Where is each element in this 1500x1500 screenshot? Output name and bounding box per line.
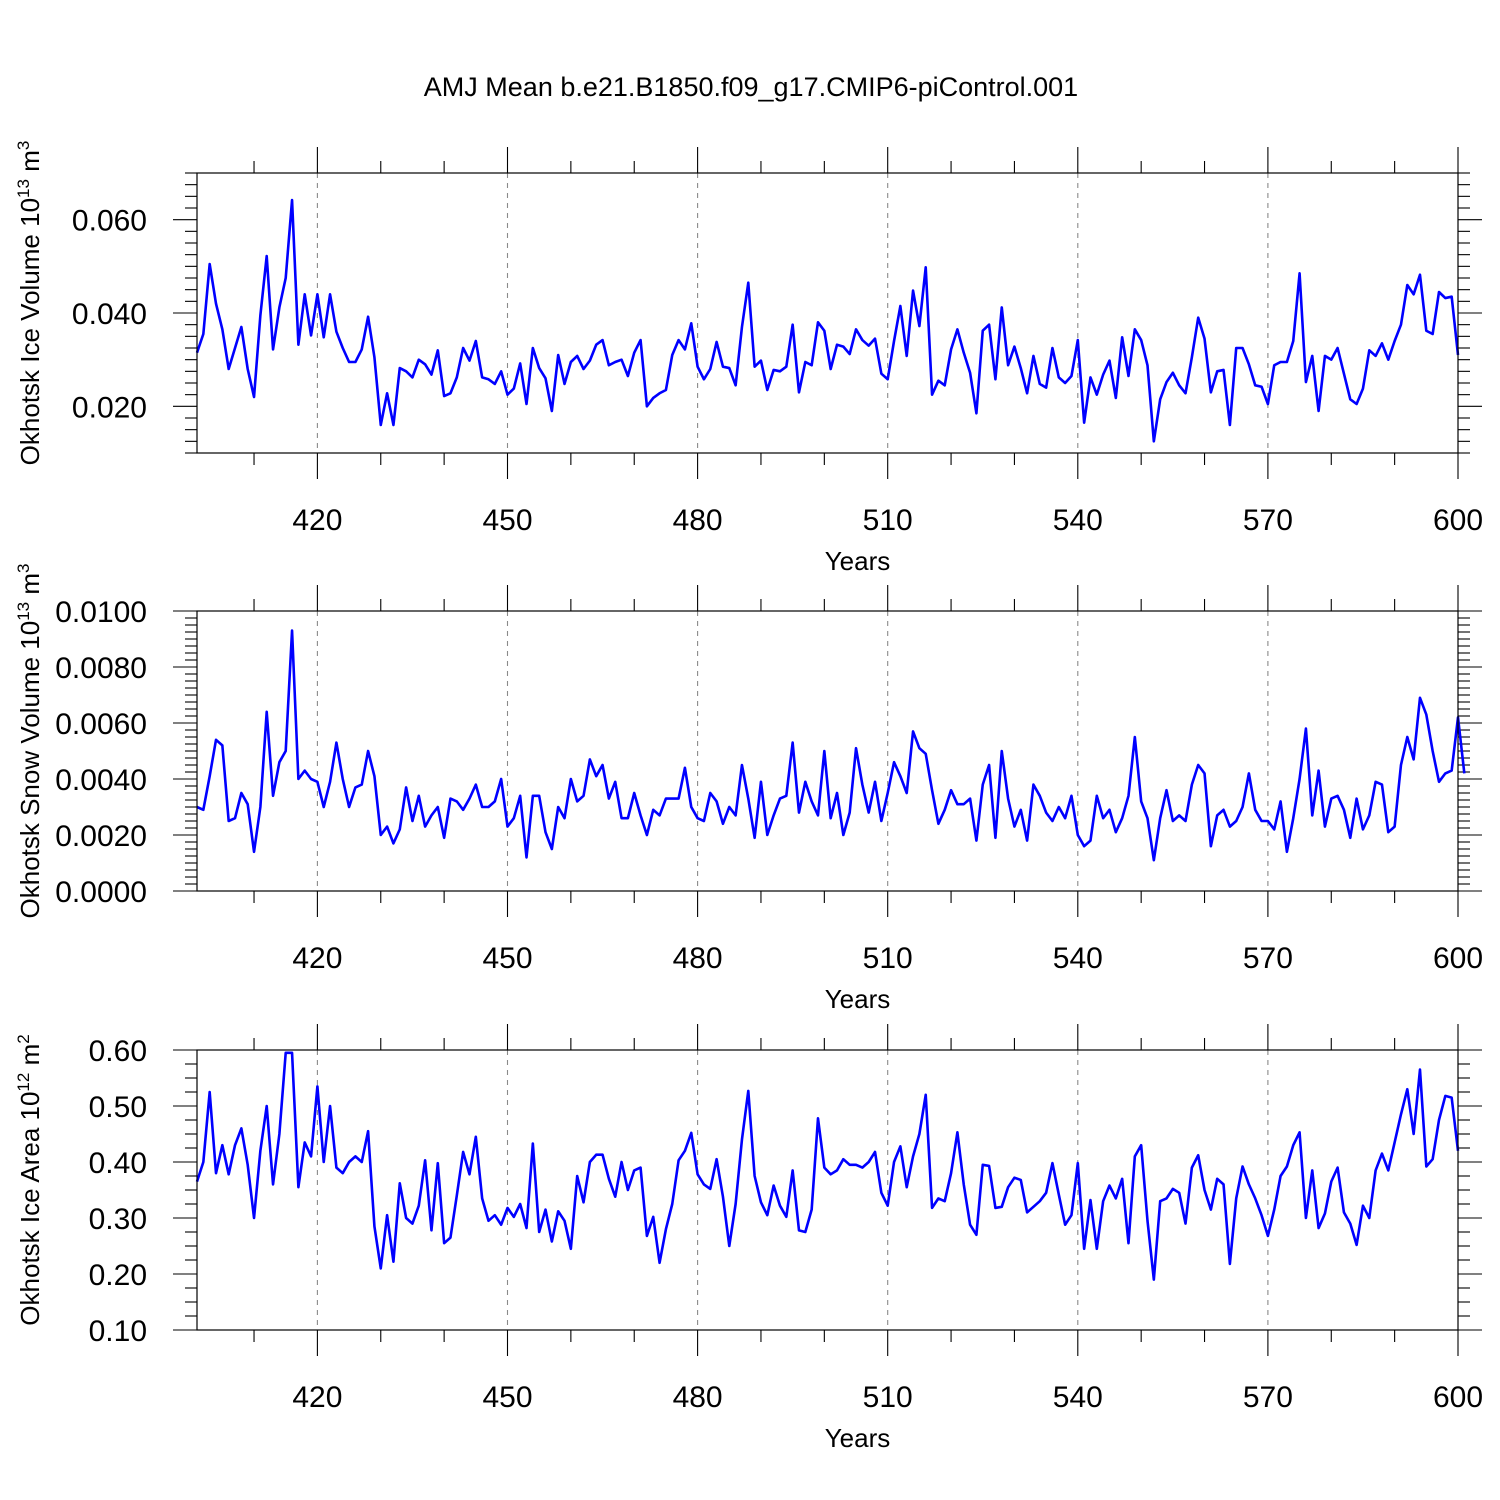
ice-area-xtick-label: 510	[863, 1381, 913, 1414]
ice-area-xtick-label: 570	[1243, 1381, 1293, 1414]
snow-volume-xtick-label: 600	[1433, 942, 1483, 975]
ice-area-xtick-label: 480	[673, 1381, 723, 1414]
snow-volume-ytick-label: 0.0040	[55, 764, 147, 797]
ice-area-ytick-label: 0.40	[89, 1147, 147, 1180]
snow-volume-xtick-label: 540	[1053, 942, 1103, 975]
ice-area-ytick-label: 0.60	[89, 1035, 147, 1068]
ice-area-ytick-label: 0.10	[89, 1315, 147, 1348]
snow-volume-xtick-label: 450	[482, 942, 532, 975]
snow-volume-ytick-label: 0.0000	[55, 876, 147, 909]
ice-area-panel: 420 450 480 510 540 570 600 0.10 0.20 0.30 0.40 0.5…	[14, 1024, 1483, 1453]
ice-area-xlabel: Years	[825, 1423, 891, 1453]
snow-volume-xtick-label: 420	[292, 942, 342, 975]
ice-volume-xtick-label: 600	[1433, 504, 1483, 537]
ice-area-plot-frame	[196, 1049, 1459, 1331]
ice-area-xtick-label: 420	[292, 1381, 342, 1414]
ice-area-xtick-label: 450	[482, 1381, 532, 1414]
snow-volume-ytick-label: 0.0080	[55, 652, 147, 685]
snow-volume-ytick-label: 0.0020	[55, 820, 147, 853]
ice-area-xtick-label: 600	[1433, 1381, 1483, 1414]
ice-volume-xtick-label: 540	[1053, 504, 1103, 537]
ice-volume-panel: 420 450 480 510 540 570 600 0.020 0.040 0.060 Year…	[14, 141, 1483, 576]
snow-volume-plot-frame	[196, 610, 1459, 892]
ice-volume-xtick-label: 510	[863, 504, 913, 537]
ice-volume-ytick-label: 0.060	[72, 205, 147, 238]
snow-volume-xtick-label: 480	[673, 942, 723, 975]
snow-volume-ylabel: Okhotsk Snow Volume 1013 m3	[14, 564, 45, 919]
snow-volume-series-line	[196, 629, 1466, 862]
ice-volume-xtick-label: 570	[1243, 504, 1293, 537]
snow-volume-xtick-label: 510	[863, 942, 913, 975]
snow-volume-ytick-label: 0.0060	[55, 708, 147, 741]
ice-area-series-line	[195, 1051, 1460, 1281]
ice-volume-ytick-label: 0.020	[72, 391, 147, 424]
ice-volume-series-line	[195, 198, 1460, 443]
ice-volume-ytick-label: 0.040	[72, 298, 147, 331]
ice-area-xtick-label: 540	[1053, 1381, 1103, 1414]
snow-volume-xtick-label: 570	[1243, 942, 1293, 975]
ice-volume-xtick-label: 450	[482, 504, 532, 537]
ice-area-ylabel: Okhotsk Ice Area 1012 m2	[14, 1034, 45, 1325]
ice-volume-xtick-label: 480	[673, 504, 723, 537]
ice-area-ytick-label: 0.50	[89, 1091, 147, 1124]
snow-volume-xlabel: Years	[825, 984, 891, 1014]
ice-area-ytick-label: 0.30	[89, 1203, 147, 1236]
ice-volume-xtick-label: 420	[292, 504, 342, 537]
ice-volume-plot-frame	[196, 172, 1459, 454]
snow-volume-ytick-label: 0.0100	[55, 596, 147, 629]
ice-volume-ylabel: Okhotsk Ice Volume 1013 m3	[14, 141, 45, 466]
chart-title: AMJ Mean b.e21.B1850.f09_g17.CMIP6-piCon…	[424, 72, 1078, 102]
snow-volume-panel: 420 450 480 510 540 570 600 0.0000 0.0020 0.0040 0…	[14, 564, 1483, 1015]
ice-area-ytick-label: 0.20	[89, 1259, 147, 1292]
ice-volume-xlabel: Years	[825, 546, 891, 576]
